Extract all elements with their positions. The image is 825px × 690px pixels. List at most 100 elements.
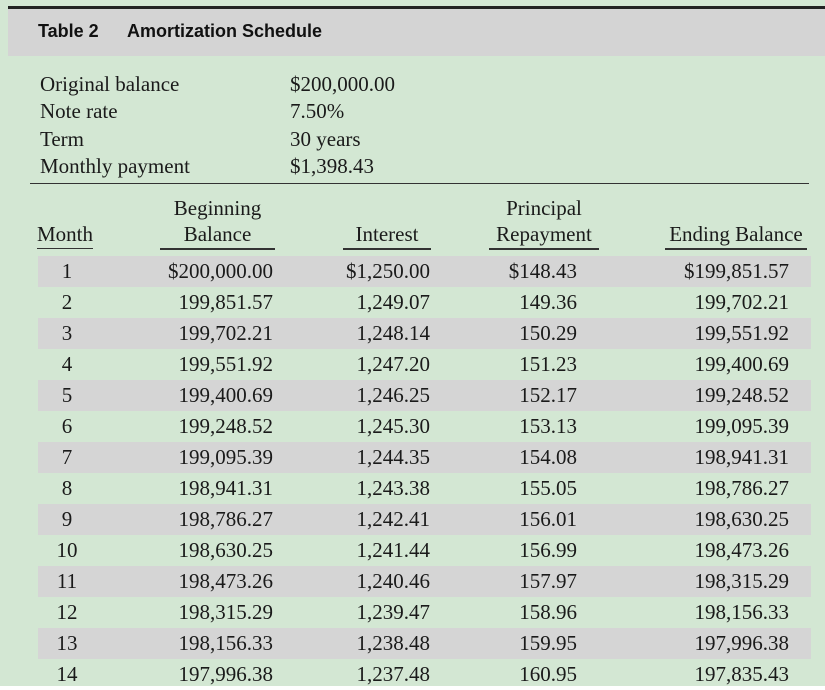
cell-beginning-balance: 199,400.69 [178, 383, 274, 407]
cell-principal: 151.23 [519, 352, 577, 376]
cell-ending-balance: 199,702.21 [694, 290, 790, 314]
summary-value: 30 years [290, 127, 361, 151]
cell-interest: 1,246.25 [356, 383, 431, 407]
cell-principal: 150.29 [519, 321, 577, 345]
header-interest: Interest [355, 222, 419, 246]
summary-label: Monthly payment [40, 154, 190, 178]
cell-ending-balance: 197,996.38 [694, 631, 790, 655]
cell-beginning-balance: 199,702.21 [178, 321, 274, 345]
cell-beginning-balance: 199,551.92 [178, 352, 274, 376]
cell-beginning-balance: 198,786.27 [178, 507, 274, 531]
header-principal-line1: Principal [506, 196, 582, 220]
cell-ending-balance: 198,786.27 [694, 476, 790, 500]
summary-value: $200,000.00 [290, 72, 395, 96]
cell-interest: 1,240.46 [356, 569, 431, 593]
cell-month: 7 [61, 445, 73, 469]
cell-principal: 149.36 [519, 290, 577, 314]
header-ending-underline [665, 248, 807, 250]
table-row: 1 $200,000.00 $1,250.00 $148.43 $199,851… [38, 256, 811, 287]
cell-beginning-balance: 198,156.33 [178, 631, 274, 655]
cell-interest: 1,237.48 [356, 662, 431, 686]
table-row: 5 199,400.69 1,246.25 152.17 199,248.52 [38, 380, 811, 411]
table-row: 6 199,248.52 1,245.30 153.13 199,095.39 [38, 411, 811, 442]
cell-month: 9 [61, 507, 73, 531]
cell-principal: 160.95 [519, 662, 577, 686]
cell-principal: 158.96 [519, 600, 577, 624]
table-row: 9 198,786.27 1,242.41 156.01 198,630.25 [38, 504, 811, 535]
cell-interest: 1,244.35 [356, 445, 431, 469]
cell-principal: 159.95 [519, 631, 577, 655]
cell-month: 6 [61, 414, 73, 438]
cell-principal: 156.01 [519, 507, 577, 531]
summary-value: 7.50% [290, 99, 345, 123]
summary-label: Original balance [40, 72, 180, 96]
summary-row: Original balance $200,000.00 [40, 72, 440, 100]
header-principal-repayment: Principal Repayment [489, 195, 599, 247]
cell-principal: 152.17 [519, 383, 577, 407]
cell-principal: $148.43 [508, 259, 577, 283]
cell-ending-balance: $199,851.57 [684, 259, 789, 283]
cell-interest: 1,239.47 [356, 600, 431, 624]
cell-ending-balance: 198,941.31 [694, 445, 790, 469]
cell-beginning-balance: 198,941.31 [178, 476, 274, 500]
cell-interest: 1,245.30 [356, 414, 431, 438]
cell-ending-balance: 197,835.43 [694, 662, 790, 686]
cell-month: 5 [61, 383, 73, 407]
cell-interest: 1,242.41 [356, 507, 431, 531]
cell-month: 1 [61, 259, 73, 283]
cell-ending-balance: 199,551.92 [694, 321, 790, 345]
table-row: 10 198,630.25 1,241.44 156.99 198,473.26 [38, 535, 811, 566]
cell-beginning-balance: 198,473.26 [178, 569, 274, 593]
cell-interest: 1,241.44 [356, 538, 431, 562]
table-row: 11 198,473.26 1,240.46 157.97 198,315.29 [38, 566, 811, 597]
summary-label: Term [40, 127, 85, 151]
cell-month: 14 [56, 662, 78, 686]
summary-row: Note rate 7.50% [40, 99, 440, 127]
table-title: Amortization Schedule [127, 21, 323, 41]
header-beginning-balance: Beginning Balance [160, 195, 275, 247]
cell-ending-balance: 198,156.33 [694, 600, 790, 624]
cell-beginning-balance: 199,851.57 [178, 290, 274, 314]
cell-beginning-balance: 197,996.38 [178, 662, 274, 686]
table-row: 13 198,156.33 1,238.48 159.95 197,996.38 [38, 628, 811, 659]
header-interest-underline [343, 248, 431, 250]
summary-label: Note rate [40, 99, 118, 123]
header-principal-line2: Repayment [496, 222, 592, 246]
cell-interest: 1,249.07 [356, 290, 431, 314]
cell-interest: 1,247.20 [356, 352, 431, 376]
header-ending-balance: Ending Balance [669, 222, 803, 246]
summary-value: $1,398.43 [290, 154, 374, 178]
cell-interest: 1,248.14 [356, 321, 431, 345]
header-beginning-line2: Balance [183, 222, 252, 246]
cell-beginning-balance: 198,315.29 [178, 600, 274, 624]
cell-ending-balance: 198,473.26 [694, 538, 790, 562]
table-row: 2 199,851.57 1,249.07 149.36 199,702.21 [38, 287, 811, 318]
summary-row: Term 30 years [40, 127, 440, 155]
table-row: 4 199,551.92 1,247.20 151.23 199,400.69 [38, 349, 811, 380]
table-row: 7 199,095.39 1,244.35 154.08 198,941.31 [38, 442, 811, 473]
cell-month: 10 [56, 538, 78, 562]
cell-principal: 155.05 [519, 476, 577, 500]
cell-ending-balance: 199,248.52 [694, 383, 790, 407]
cell-month: 2 [61, 290, 73, 314]
header-month: Month [37, 221, 94, 249]
table-row: 14 197,996.38 1,237.48 160.95 197,835.43 [38, 659, 811, 690]
table-row: 12 198,315.29 1,239.47 158.96 198,156.33 [38, 597, 811, 628]
cell-beginning-balance: 198,630.25 [178, 538, 274, 562]
cell-month: 12 [56, 600, 78, 624]
header-beginning-line1: Beginning [173, 196, 262, 220]
cell-principal: 153.13 [519, 414, 577, 438]
cell-principal: 154.08 [519, 445, 577, 469]
cell-month: 13 [56, 631, 78, 655]
top-rule [8, 6, 825, 9]
cell-beginning-balance: 199,248.52 [178, 414, 274, 438]
header-principal-underline [489, 248, 599, 250]
table-title-bar: Table 2 Amortization Schedule [8, 9, 825, 56]
cell-beginning-balance: 199,095.39 [178, 445, 274, 469]
cell-interest: $1,250.00 [346, 259, 430, 283]
cell-month: 8 [61, 476, 73, 500]
summary-divider [30, 183, 809, 184]
cell-ending-balance: 199,095.39 [694, 414, 790, 438]
summary-row: Monthly payment $1,398.43 [40, 154, 440, 182]
cell-ending-balance: 198,315.29 [694, 569, 790, 593]
